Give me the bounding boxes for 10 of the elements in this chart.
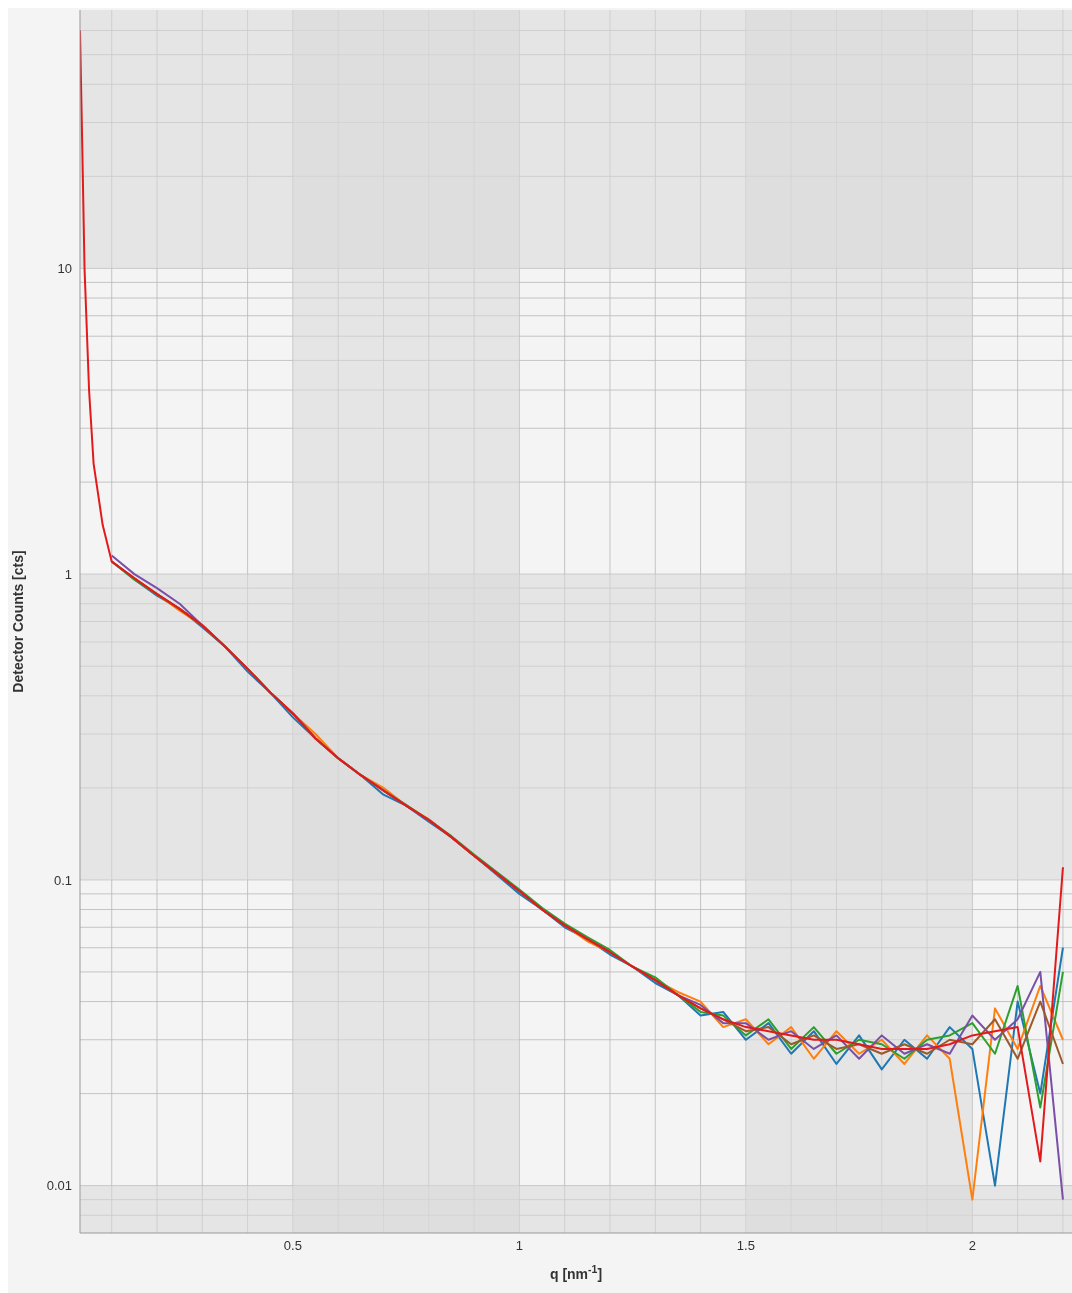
- y-tick-label: 0.01: [46, 1178, 72, 1194]
- x-tick-label: 1.5: [736, 1238, 755, 1254]
- x-tick-label: 0.5: [283, 1238, 302, 1254]
- y-axis-title: Detector Counts [cts]: [9, 550, 26, 693]
- x-tick-label: 2: [968, 1238, 976, 1254]
- y-tick-label: 1: [64, 566, 72, 582]
- x-axis-title: q [nm$^{-1}$]: [549, 1263, 603, 1282]
- y-tick-label: 10: [57, 261, 72, 276]
- y-tick-label: 0.1: [53, 872, 72, 888]
- x-tick-label: 1: [515, 1238, 523, 1254]
